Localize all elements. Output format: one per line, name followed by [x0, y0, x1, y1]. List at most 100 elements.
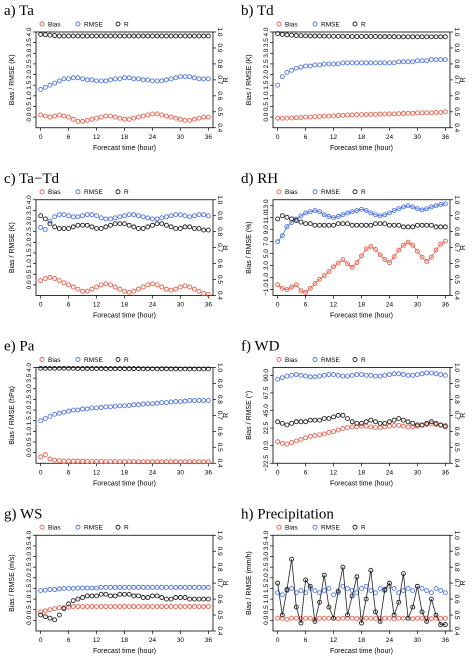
data-point — [177, 116, 183, 122]
data-point — [117, 366, 123, 372]
data-point — [289, 420, 295, 426]
data-point — [340, 412, 346, 418]
data-point — [396, 34, 402, 40]
y2-tick-label: 0.9 — [453, 547, 460, 556]
data-point — [66, 365, 72, 371]
data-point — [108, 459, 113, 465]
data-point — [405, 424, 411, 430]
data-point — [136, 33, 141, 39]
y-tick-label: 1.5 — [26, 80, 33, 89]
data-point — [75, 596, 81, 602]
data-point — [56, 212, 62, 218]
data-point — [182, 604, 188, 609]
data-point — [307, 114, 313, 120]
data-point — [66, 604, 72, 610]
data-point — [442, 372, 448, 378]
data-point — [52, 587, 58, 592]
y2-tick-label: 1.0 — [453, 27, 460, 36]
y-tick-label: 3.5 — [26, 38, 33, 47]
data-point — [289, 284, 295, 290]
data-point — [191, 33, 197, 39]
data-point — [205, 76, 211, 82]
y-tick-label: 0.0 — [26, 615, 33, 624]
data-point — [293, 438, 299, 444]
data-point — [312, 114, 318, 120]
series-line-r — [277, 559, 446, 626]
data-point — [349, 419, 355, 425]
data-point — [47, 456, 53, 462]
x-tick-label: 12 — [330, 302, 338, 309]
data-point — [275, 216, 281, 222]
data-point — [363, 615, 369, 621]
data-point — [331, 113, 337, 119]
data-point — [414, 206, 420, 212]
data-point — [433, 57, 439, 63]
data-point — [182, 595, 188, 600]
x-tick-label: 18 — [121, 469, 129, 476]
data-point — [205, 213, 211, 219]
y-tick-label: 3.5 — [26, 205, 33, 214]
data-point — [47, 32, 53, 38]
data-point — [410, 420, 416, 426]
y2-tick-label: 0.4 — [216, 123, 223, 132]
y-tick-label: 2.5 — [263, 59, 270, 68]
x-tick-label: 24 — [386, 637, 394, 644]
x-tick-label: 24 — [386, 302, 394, 309]
x-tick-label: 12 — [93, 637, 101, 644]
data-point — [359, 585, 364, 591]
data-point — [89, 286, 95, 292]
data-point — [433, 615, 439, 621]
data-point — [117, 286, 123, 292]
series-r — [38, 31, 211, 39]
data-point — [103, 366, 109, 372]
data-point — [154, 111, 160, 117]
data-point — [410, 604, 416, 610]
data-point — [177, 604, 183, 609]
data-point — [187, 584, 193, 590]
legend-label-bias: Bias — [285, 21, 298, 28]
x-tick-label: 18 — [358, 302, 366, 309]
data-point — [293, 590, 299, 596]
data-point — [419, 207, 425, 213]
x-tick-label: 24 — [386, 134, 394, 141]
data-point — [428, 370, 434, 376]
data-point — [201, 459, 207, 465]
data-point — [419, 254, 425, 260]
data-point — [89, 366, 95, 371]
data-point — [303, 590, 309, 596]
data-point — [382, 615, 388, 621]
data-point — [414, 615, 420, 621]
data-point — [103, 404, 109, 410]
data-point — [187, 214, 193, 220]
data-point — [303, 290, 309, 295]
data-point — [331, 414, 337, 420]
y-tick-label: 3.0 — [26, 384, 33, 393]
data-point — [317, 114, 323, 119]
data-point — [298, 620, 304, 626]
data-point — [410, 588, 416, 594]
data-point — [117, 214, 123, 220]
data-point — [428, 254, 434, 260]
y-tick-label: 90.0 — [263, 369, 270, 382]
data-point — [438, 34, 444, 40]
y-tick-label: 11.0 — [263, 211, 270, 224]
data-point — [108, 77, 113, 83]
data-point — [131, 224, 137, 230]
data-point — [428, 590, 434, 596]
data-point — [94, 366, 100, 371]
data-point — [289, 115, 295, 121]
data-point — [298, 33, 304, 39]
y-tick-label: 22.5 — [263, 421, 270, 434]
data-point — [52, 365, 58, 371]
data-point — [442, 57, 448, 63]
y-tick-label: 1.0 — [263, 91, 270, 100]
data-point — [386, 210, 392, 216]
data-point — [131, 366, 137, 372]
data-point — [168, 114, 174, 120]
x-tick-label: 6 — [304, 302, 308, 309]
data-point — [52, 457, 58, 463]
data-point — [363, 208, 369, 213]
data-point — [396, 416, 402, 422]
